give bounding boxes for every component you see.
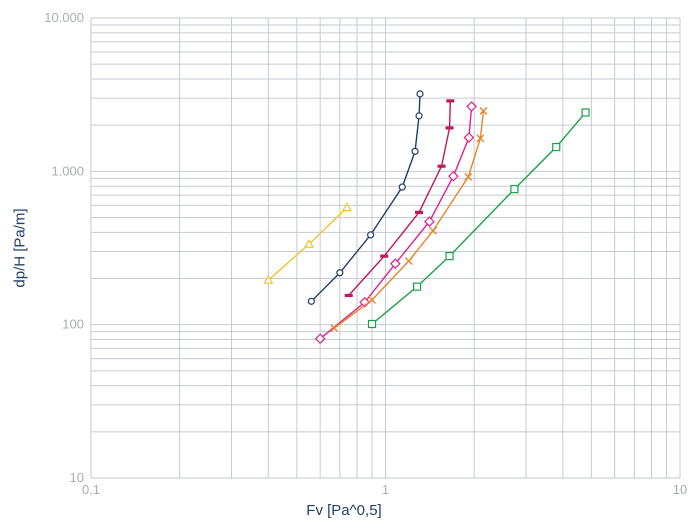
data-point [330, 324, 339, 333]
series-dash [344, 99, 455, 298]
data-point [415, 210, 424, 214]
y-tick-label: 10 [70, 470, 84, 485]
y-tick-label: 1.000 [51, 163, 84, 178]
y-axis-label-wrapper: dp/H [Pa/m] [0, 0, 40, 527]
y-tick-label: 100 [62, 317, 84, 332]
data-point [366, 231, 375, 239]
data-point [389, 258, 401, 269]
x-axis-label: Fv [Pa^0,5] [306, 502, 382, 519]
data-point [445, 252, 454, 261]
data-point [341, 202, 353, 212]
data-point [552, 142, 561, 152]
data-point [445, 126, 454, 130]
x-tick-label: 0,1 [82, 482, 100, 497]
data-point [368, 295, 377, 304]
series-circle [307, 90, 424, 305]
data-point [367, 319, 377, 329]
data-point [510, 185, 519, 194]
data-point [446, 99, 455, 103]
data-point [429, 226, 438, 235]
x-tick-label: 1 [382, 482, 389, 497]
data-point [412, 282, 422, 291]
data-point [416, 90, 424, 98]
data-point [307, 297, 315, 305]
series-square [367, 108, 590, 329]
data-point [304, 238, 315, 248]
tick-labels: 0,1 1 10 10 100 1.000 10.000 [44, 10, 687, 497]
data-point [404, 257, 413, 266]
data-point [437, 164, 446, 168]
data-point [398, 183, 406, 191]
data-point [581, 108, 590, 117]
data-point [476, 134, 485, 143]
data-point [263, 274, 274, 284]
series-line [348, 100, 452, 296]
data-point [424, 216, 435, 227]
data-point [479, 106, 488, 115]
series-x [330, 106, 488, 333]
data-point [314, 333, 326, 345]
grid-lines [90, 17, 681, 479]
data-point [448, 170, 459, 182]
y-tick-label: 10.000 [44, 10, 84, 25]
data-point [344, 293, 353, 298]
x-tick-label: 10 [673, 482, 687, 497]
data-series [263, 90, 590, 345]
y-axis-label: dp/H [Pa/m] [11, 208, 29, 288]
series-triangle [263, 202, 353, 284]
data-point [411, 147, 419, 155]
data-point [463, 132, 475, 143]
series-line [371, 112, 587, 325]
data-point [336, 269, 344, 277]
data-point [380, 254, 389, 258]
data-point [415, 112, 423, 120]
data-point [464, 172, 473, 181]
data-point [466, 101, 477, 112]
